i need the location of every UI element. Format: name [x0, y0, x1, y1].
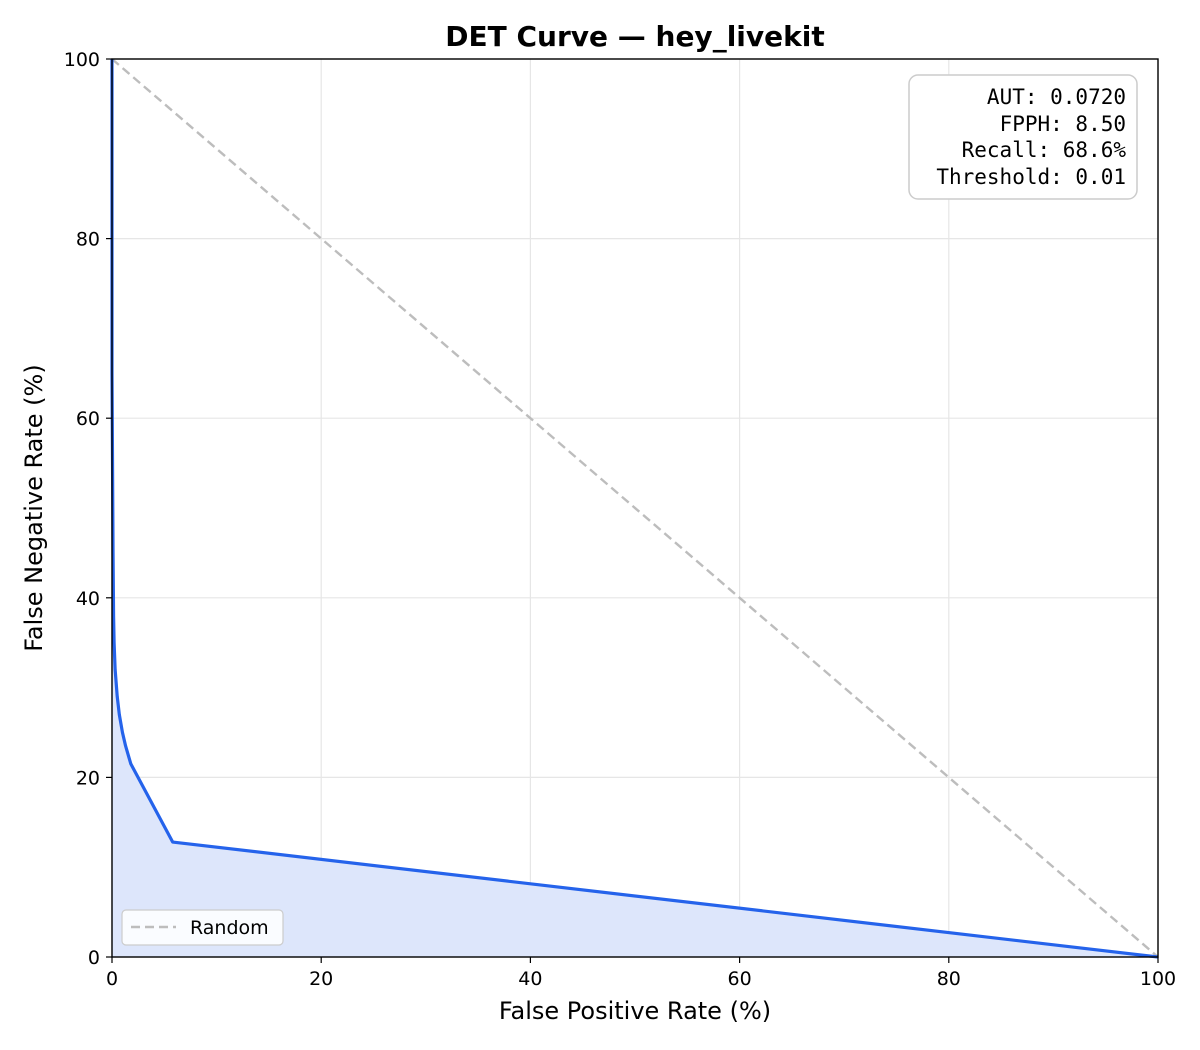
metric-aut: AUT: 0.0720: [987, 85, 1126, 109]
metric-fpph: FPPH: 8.50: [1000, 112, 1126, 136]
x-axis-label: False Positive Rate (%): [499, 997, 771, 1025]
x-tick-label: 20: [309, 968, 333, 990]
y-tick-label: 100: [64, 49, 100, 71]
y-tick-label: 60: [76, 408, 100, 430]
x-tick-label: 40: [518, 968, 542, 990]
legend-random-label: Random: [190, 917, 269, 939]
axes: [111, 58, 1159, 958]
series-random-line: [111, 58, 1159, 958]
metric-recall: Recall: 68.6%: [962, 138, 1127, 162]
x-tick-label: 100: [1140, 968, 1176, 990]
det-fill-area: [112, 59, 1158, 957]
det-area-fill: [112, 59, 1158, 957]
x-tick-label: 0: [106, 968, 118, 990]
y-tick-label: 20: [76, 767, 100, 789]
y-tick-label: 0: [88, 947, 100, 969]
x-tick-label: 80: [937, 968, 961, 990]
y-axis-label: False Negative Rate (%): [20, 364, 48, 651]
legend: Random: [121, 909, 284, 946]
series-layer: [110, 58, 1159, 959]
plot-frame: [111, 58, 1159, 958]
y-tick-label: 40: [76, 588, 100, 610]
metric-threshold: Threshold: 0.01: [936, 165, 1126, 189]
tick-labels: 0 20 40 60 80 100 0 20 40 60 80 100: [64, 49, 1176, 990]
x-tick-label: 60: [728, 968, 752, 990]
chart-title: DET Curve — hey_livekit: [445, 20, 824, 53]
y-tick-label: 80: [76, 229, 100, 251]
series-det-line: [110, 59, 1159, 959]
metrics-box: AUT: 0.0720 FPPH: 8.50 Recall: 68.6% Thr…: [908, 74, 1138, 200]
